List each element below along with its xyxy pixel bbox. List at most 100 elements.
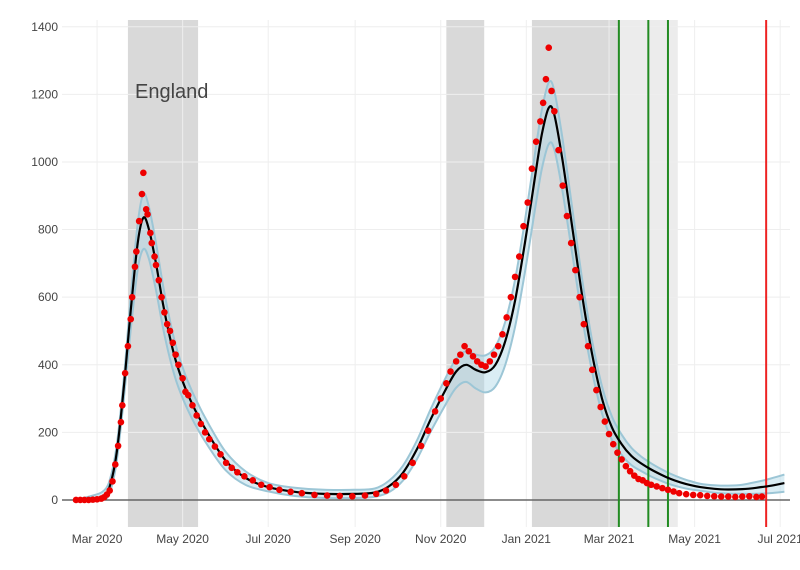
data-point-100 <box>555 146 562 154</box>
data-point-109 <box>593 386 600 394</box>
data-point-83 <box>490 351 498 358</box>
data-point-113 <box>609 440 617 448</box>
data-point-117 <box>626 467 634 475</box>
data-point-25 <box>144 211 151 218</box>
data-point-33 <box>163 320 171 328</box>
y-tick-label-1: 200 <box>38 425 58 439</box>
data-point-107 <box>584 342 592 350</box>
y-axis: 0 200 400 600 800 1000 1200 1400 <box>31 20 58 507</box>
data-point-96 <box>542 75 550 83</box>
data-point-85 <box>499 331 506 338</box>
data-point-29 <box>152 261 160 269</box>
data-point-87 <box>507 293 515 301</box>
data-point-76 <box>461 342 468 350</box>
data-point-102 <box>563 212 571 220</box>
data-point-69 <box>424 427 432 434</box>
data-point-104 <box>572 266 579 274</box>
data-point-78 <box>469 353 477 360</box>
data-point-45 <box>205 435 213 443</box>
data-point-129 <box>689 491 697 499</box>
y-tick-label-7: 1400 <box>31 20 58 34</box>
data-point-127 <box>675 489 683 497</box>
data-point-128 <box>682 490 690 498</box>
data-point-43 <box>197 420 205 428</box>
data-point-56 <box>287 488 294 496</box>
x-tick-label-2: Jul 2020 <box>246 532 292 546</box>
data-point-95 <box>539 99 547 107</box>
data-point-17 <box>127 315 135 323</box>
data-point-89 <box>515 253 523 260</box>
data-point-88 <box>511 273 519 281</box>
data-point-36 <box>172 351 179 358</box>
data-point-131 <box>703 492 711 500</box>
x-tick-label-8: Jul 2021 <box>757 532 800 546</box>
data-point-70 <box>431 408 439 415</box>
data-point-94 <box>537 118 544 125</box>
data-point-37 <box>175 361 182 369</box>
data-point-112 <box>605 430 613 438</box>
x-tick-label-3: Sep 2020 <box>329 532 381 546</box>
data-point-40 <box>184 391 192 399</box>
data-point-48 <box>222 459 230 467</box>
data-point-41 <box>189 402 196 409</box>
data-point-103 <box>567 239 575 247</box>
y-tick-label-6: 1200 <box>31 87 58 101</box>
data-point-136 <box>739 493 746 500</box>
data-point-27 <box>148 239 156 247</box>
data-point-28 <box>151 253 158 260</box>
data-point-26 <box>147 229 154 237</box>
data-point-55 <box>276 486 283 494</box>
data-point-86 <box>503 314 510 321</box>
data-point-22 <box>138 190 146 198</box>
data-point-126 <box>670 488 677 495</box>
x-tick-label-0: Mar 2020 <box>72 532 123 546</box>
data-point-63 <box>372 490 380 498</box>
data-point-59 <box>323 492 331 499</box>
data-point-67 <box>409 459 416 467</box>
data-point-134 <box>724 493 732 500</box>
data-point-64 <box>382 487 390 494</box>
data-point-58 <box>311 491 318 499</box>
x-tick-label-4: Nov 2020 <box>415 532 467 546</box>
data-point-81 <box>482 363 489 370</box>
x-tick-label-7: May 2021 <box>668 532 721 546</box>
data-point-19 <box>131 263 139 271</box>
data-point-31 <box>158 293 165 301</box>
data-point-72 <box>443 380 450 387</box>
data-point-110 <box>597 403 604 411</box>
data-point-132 <box>710 492 718 500</box>
data-point-106 <box>580 320 588 328</box>
x-axis: Mar 2020 May 2020 Jul 2020 Sep 2020 Nov 2020… <box>72 532 800 546</box>
data-point-105 <box>576 293 583 301</box>
data-point-38 <box>179 374 186 382</box>
data-point-12 <box>114 442 122 450</box>
x-tick-label-1: May 2020 <box>156 532 209 546</box>
data-point-122 <box>647 481 655 489</box>
data-point-60 <box>336 492 344 500</box>
data-point-114 <box>614 449 621 456</box>
data-point-46 <box>211 443 219 450</box>
data-point-130 <box>696 491 704 499</box>
data-point-53 <box>257 481 265 489</box>
data-point-18 <box>128 293 136 301</box>
data-point-61 <box>349 492 356 500</box>
data-point-74 <box>452 358 460 365</box>
data-point-84 <box>494 342 502 350</box>
data-point-57 <box>298 489 306 497</box>
y-tick-label-4: 800 <box>38 223 58 237</box>
y-tick-label-5: 1000 <box>31 155 58 169</box>
data-point-15 <box>121 369 129 377</box>
data-point-93 <box>532 138 540 145</box>
data-point-35 <box>169 339 177 347</box>
data-point-49 <box>228 464 236 472</box>
data-point-32 <box>161 309 168 316</box>
confidence-band-lower <box>75 141 785 502</box>
confidence-band-fill <box>76 82 785 500</box>
data-point-66 <box>400 473 408 480</box>
data-point-44 <box>201 429 209 436</box>
data-point-62 <box>361 492 369 499</box>
data-point-34 <box>166 327 174 335</box>
data-point-101 <box>559 182 567 189</box>
